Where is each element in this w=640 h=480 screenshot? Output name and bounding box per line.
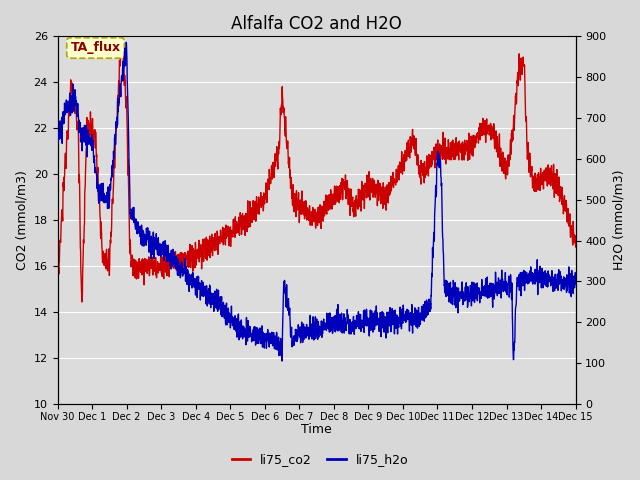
- Y-axis label: H2O (mmol/m3): H2O (mmol/m3): [612, 170, 625, 270]
- Y-axis label: CO2 (mmol/m3): CO2 (mmol/m3): [15, 170, 28, 270]
- X-axis label: Time: Time: [301, 423, 332, 436]
- Title: Alfalfa CO2 and H2O: Alfalfa CO2 and H2O: [231, 15, 402, 33]
- Text: TA_flux: TA_flux: [70, 41, 120, 54]
- Legend: li75_co2, li75_h2o: li75_co2, li75_h2o: [227, 448, 413, 471]
